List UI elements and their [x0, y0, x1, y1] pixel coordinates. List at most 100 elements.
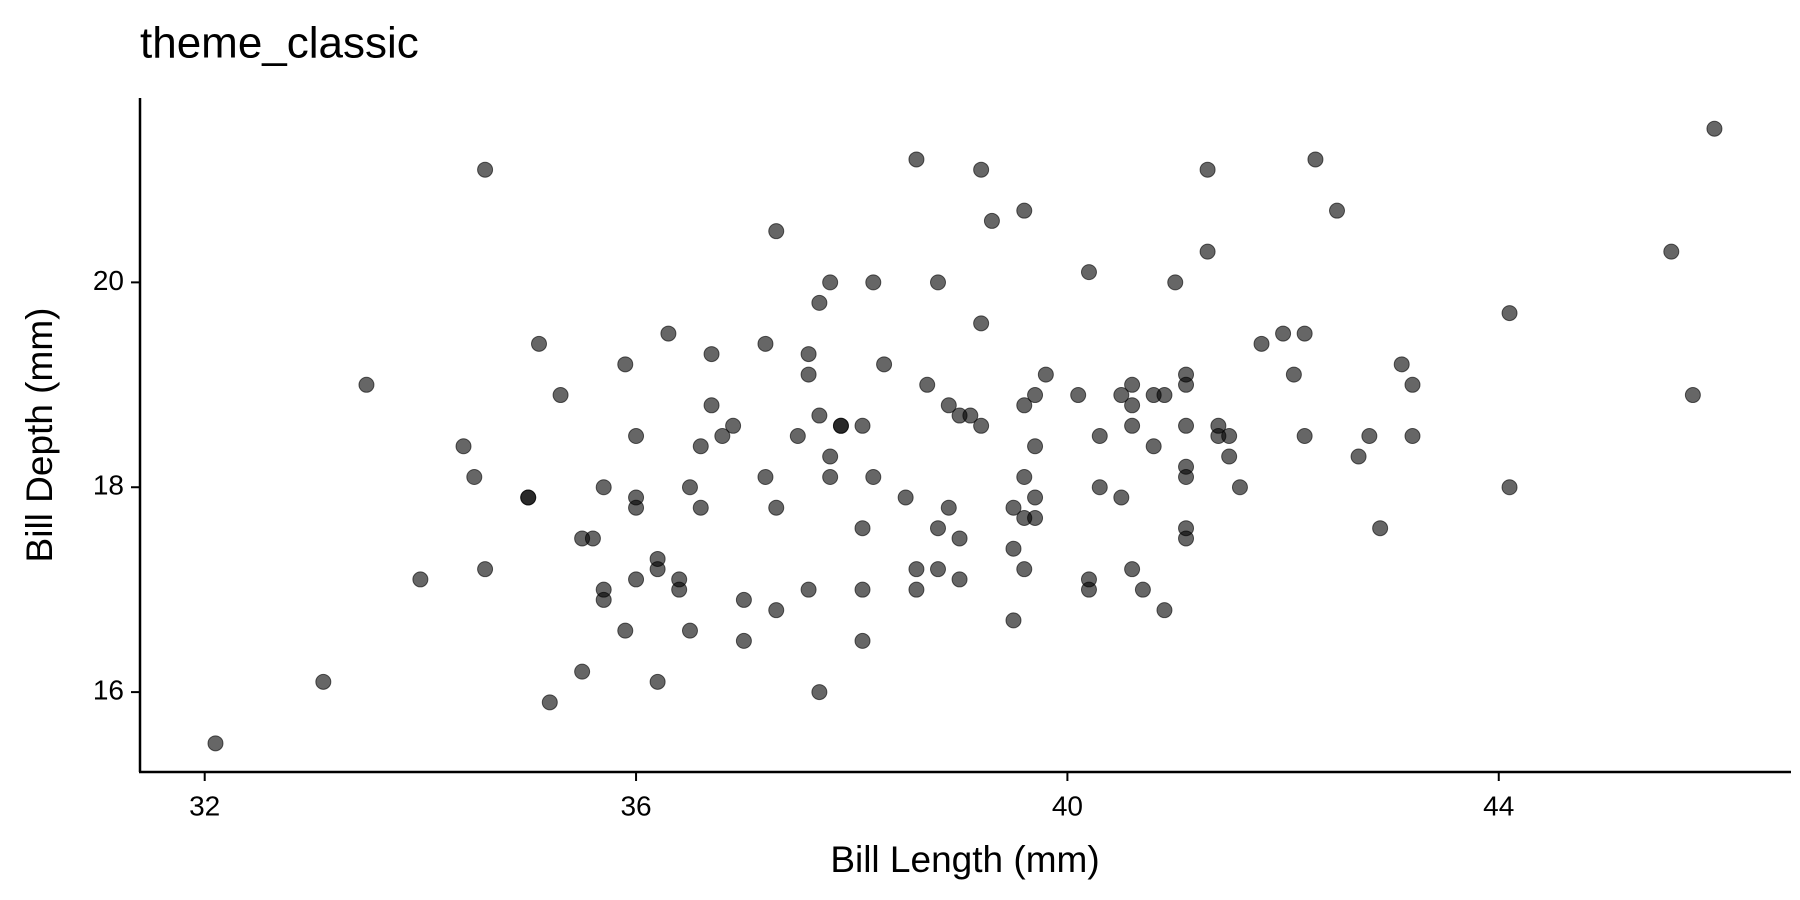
point — [854, 632, 871, 649]
point — [1296, 325, 1313, 342]
point — [1005, 499, 1022, 516]
point — [822, 274, 839, 291]
point — [811, 684, 828, 701]
point — [1005, 540, 1022, 557]
point — [908, 151, 925, 168]
point — [692, 499, 709, 516]
point — [983, 212, 1000, 229]
point — [1372, 520, 1389, 537]
point — [865, 274, 882, 291]
point — [1501, 305, 1518, 322]
point — [628, 499, 645, 516]
point — [1178, 530, 1195, 547]
point — [1706, 120, 1723, 137]
point — [617, 356, 634, 373]
point — [1307, 151, 1324, 168]
point — [865, 468, 882, 485]
point — [1080, 581, 1097, 598]
point — [1285, 366, 1302, 383]
y-axis-title: Bill Depth (mm) — [19, 308, 60, 563]
point — [1134, 581, 1151, 598]
point — [1027, 438, 1044, 455]
point — [477, 161, 494, 178]
point — [908, 561, 925, 578]
point — [919, 376, 936, 393]
point — [811, 294, 828, 311]
x-axis-title: Bill Length (mm) — [830, 839, 1099, 880]
point — [1124, 397, 1141, 414]
point — [789, 428, 806, 445]
point — [1329, 202, 1346, 219]
point — [811, 407, 828, 424]
point — [1016, 397, 1033, 414]
y-tick-label: 20 — [93, 265, 124, 296]
point — [1199, 161, 1216, 178]
point — [768, 223, 785, 240]
point — [951, 571, 968, 588]
point — [1027, 489, 1044, 506]
point — [1393, 356, 1410, 373]
point — [1124, 417, 1141, 434]
point — [908, 581, 925, 598]
point — [1221, 448, 1238, 465]
point — [854, 520, 871, 537]
point — [412, 571, 429, 588]
point — [1037, 366, 1054, 383]
point — [617, 622, 634, 639]
point — [962, 407, 979, 424]
point — [1145, 438, 1162, 455]
point — [531, 335, 548, 352]
point — [1016, 202, 1033, 219]
point — [595, 591, 612, 608]
point — [876, 356, 893, 373]
point — [649, 673, 666, 690]
point — [595, 479, 612, 496]
point — [1404, 376, 1421, 393]
point — [1113, 489, 1130, 506]
point — [1124, 561, 1141, 578]
point — [1178, 468, 1195, 485]
point — [1080, 264, 1097, 281]
point — [660, 325, 677, 342]
point — [1275, 325, 1292, 342]
point — [315, 673, 332, 690]
point — [800, 366, 817, 383]
point — [358, 376, 375, 393]
point — [897, 489, 914, 506]
point — [692, 438, 709, 455]
point — [455, 438, 472, 455]
point — [1005, 612, 1022, 629]
point — [1016, 468, 1033, 485]
point — [822, 468, 839, 485]
x-tick-label: 36 — [620, 790, 651, 821]
point — [1501, 479, 1518, 496]
point — [1027, 387, 1044, 404]
point — [1361, 428, 1378, 445]
point — [930, 561, 947, 578]
x-tick-label: 32 — [189, 790, 220, 821]
point — [735, 632, 752, 649]
point — [757, 468, 774, 485]
point — [940, 499, 957, 516]
point — [1178, 376, 1195, 393]
point — [854, 417, 871, 434]
point — [584, 530, 601, 547]
point — [1156, 387, 1173, 404]
point — [574, 663, 591, 680]
point — [1178, 417, 1195, 434]
point — [1296, 428, 1313, 445]
chart-title: theme_classic — [140, 19, 419, 68]
point — [1016, 561, 1033, 578]
point — [681, 479, 698, 496]
point — [1199, 243, 1216, 260]
point — [735, 591, 752, 608]
point — [930, 274, 947, 291]
point — [541, 694, 558, 711]
point — [1124, 376, 1141, 393]
point — [725, 417, 742, 434]
point — [1091, 479, 1108, 496]
point — [1070, 387, 1087, 404]
point — [973, 417, 990, 434]
point — [1684, 387, 1701, 404]
